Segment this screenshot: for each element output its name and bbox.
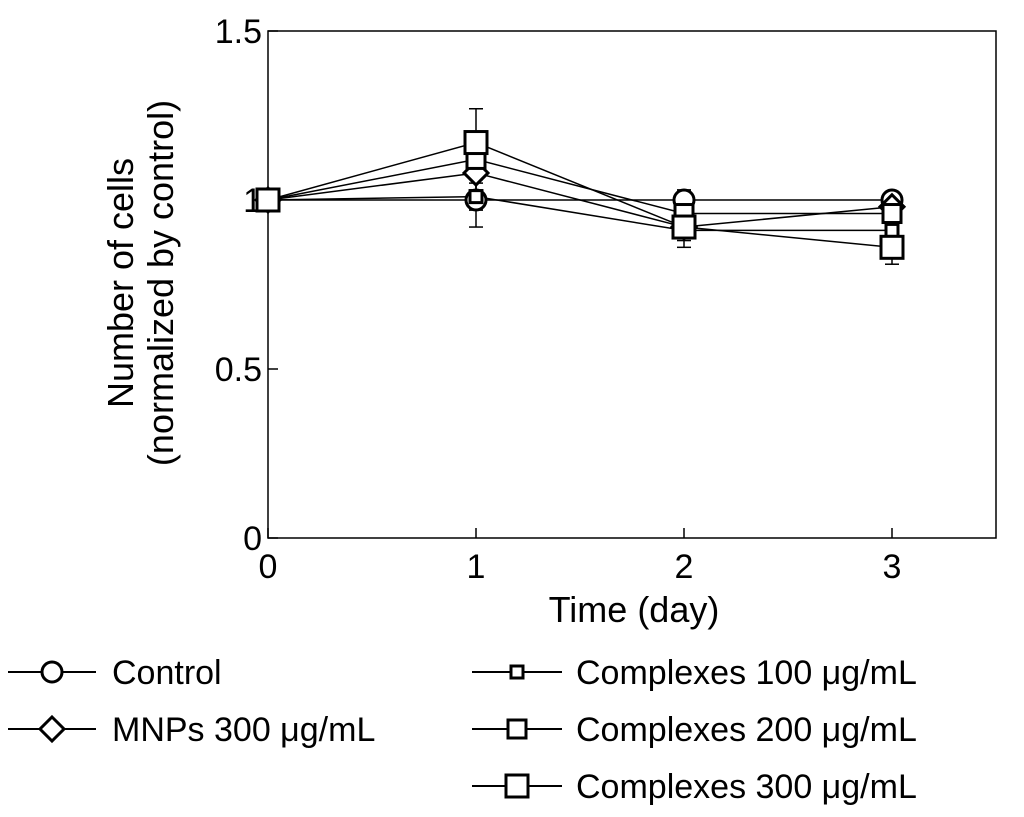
legend-label: Complexes 300 μg/mL: [576, 768, 917, 806]
legend-marker: [506, 718, 528, 740]
legend-label: Complexes 200 μg/mL: [576, 711, 917, 749]
series-line: [267, 195, 892, 232]
legend: Control MNPs 300 μg/mL Complexes 100 μg/mL…: [8, 654, 917, 806]
legend-label: Control: [112, 654, 222, 692]
axes: 00.511.50 1 2 3: [215, 13, 997, 586]
legend-item: Complexes 100 μg/mL: [472, 654, 917, 692]
plot-frame: [267, 30, 997, 539]
legend-item: MNPs 300 μg/mL: [8, 711, 375, 749]
y-axis-title-line2: (normalized by control): [140, 100, 181, 466]
data-point: [879, 234, 905, 260]
y-axis-title-line1: Number of cells: [100, 158, 141, 408]
legend-marker: [504, 773, 530, 799]
legend-item: Control: [8, 654, 222, 692]
legend-item: Complexes 200 μg/mL: [472, 711, 917, 749]
legend-label: Complexes 100 μg/mL: [576, 654, 917, 692]
x-tick-label: 0: [259, 548, 278, 586]
legend-marker: [509, 664, 525, 680]
legend-marker: [37, 714, 67, 744]
y-tick-label: 0: [243, 520, 262, 558]
data-point: [881, 203, 903, 225]
x-tick-label: 1: [467, 548, 486, 586]
legend-item: Complexes 300 μg/mL: [472, 768, 917, 806]
data-point: [463, 130, 489, 156]
series-1: [267, 155, 899, 238]
legend-label: MNPs 300 μg/mL: [112, 711, 375, 749]
data-point: [671, 214, 697, 240]
legend-marker: [40, 660, 64, 684]
data-point: [468, 189, 484, 205]
series-line: [267, 158, 892, 215]
series-line: [267, 141, 893, 249]
series-markers-4: [255, 130, 905, 260]
y-tick-label: 1.5: [215, 13, 262, 51]
data-point: [884, 222, 900, 238]
series-layer: [253, 107, 907, 265]
x-tick-label: 3: [883, 548, 902, 586]
y-tick-label: 0.5: [215, 351, 262, 389]
data-point: [255, 187, 281, 213]
series-4: [267, 107, 899, 265]
series-line: [267, 172, 893, 228]
x-tick-label: 2: [675, 548, 694, 586]
series-2: [267, 182, 899, 242]
x-axis-title: Time (day): [549, 589, 720, 630]
